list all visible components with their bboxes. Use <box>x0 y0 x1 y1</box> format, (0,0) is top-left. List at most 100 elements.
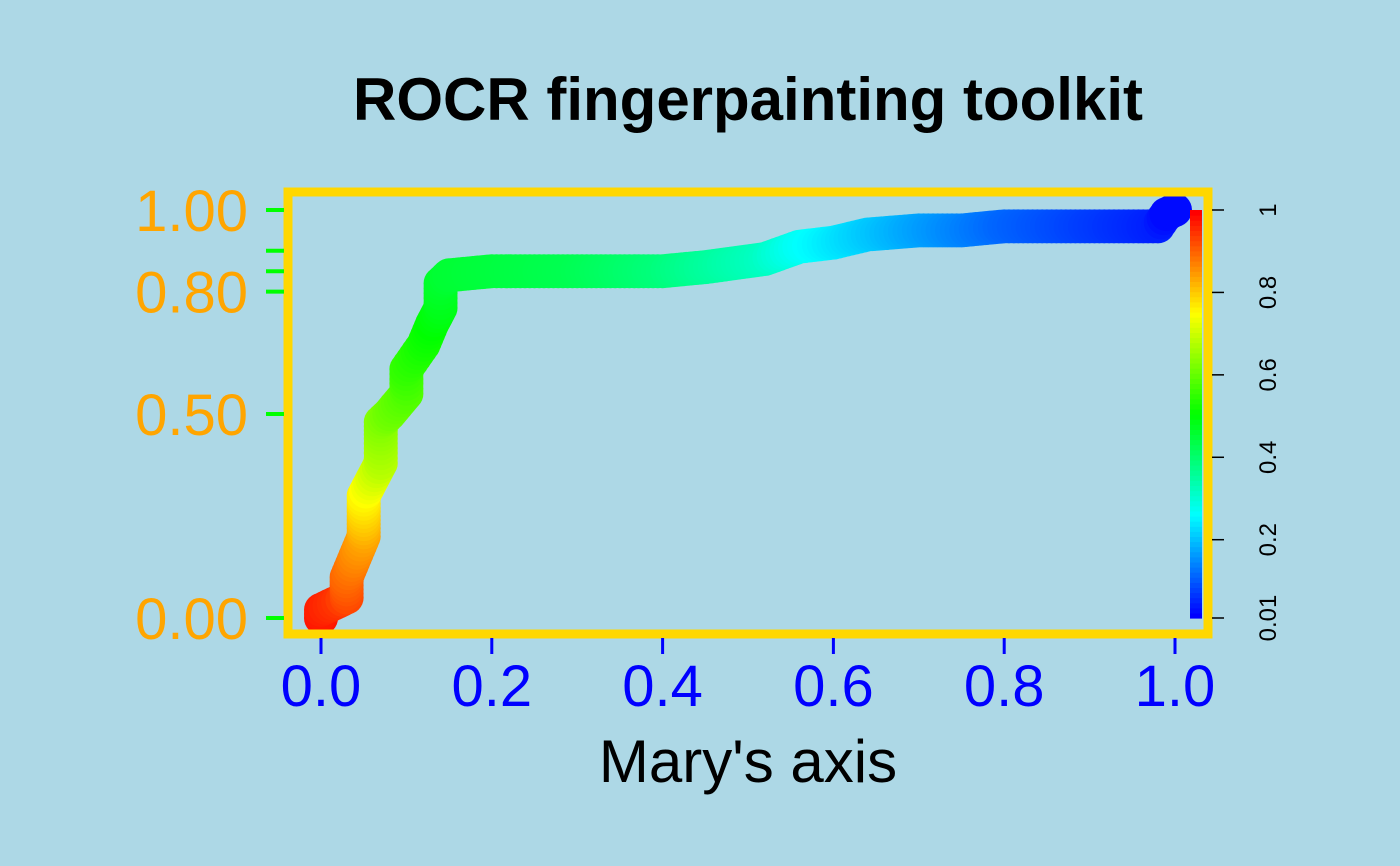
colorbar-segment-79 <box>1190 210 1202 216</box>
colorbar-segment-26 <box>1190 480 1202 486</box>
y-tick-label-2: 0.80 <box>135 261 248 326</box>
x-tick-label-0: 0.0 <box>281 654 362 719</box>
colorbar-segment-2 <box>1190 602 1202 609</box>
colorbar-tick-label-0: 0.01 <box>1255 595 1282 642</box>
colorbar-segment-51 <box>1190 352 1202 359</box>
colorbar-segment-40 <box>1190 408 1202 415</box>
colorbar-segment-23 <box>1190 495 1202 502</box>
colorbar-segment-17 <box>1190 526 1202 532</box>
colorbar-segment-77 <box>1190 220 1202 226</box>
colorbar-segment-1 <box>1190 607 1202 614</box>
x-tick-label-1: 0.2 <box>451 654 532 719</box>
x-axis: 0.0 0.2 0.4 0.6 0.8 1.0 <box>281 638 1216 719</box>
colorbar-segment-4 <box>1190 592 1202 599</box>
y-tick-label-3: 1.00 <box>135 179 248 244</box>
y-axis: 0.00 0.50 0.80 1.00 <box>135 179 284 652</box>
colorbar-segment-45 <box>1190 383 1202 390</box>
colorbar-segment-43 <box>1190 393 1202 400</box>
colorbar-segment-10 <box>1190 561 1202 568</box>
roc-curve <box>304 193 1192 635</box>
colorbar-segment-12 <box>1190 551 1202 558</box>
colorbar-segment-33 <box>1190 444 1202 451</box>
plot-frame <box>283 187 1213 639</box>
colorbar-segment-0 <box>1190 612 1202 619</box>
colorbar-segment-62 <box>1190 296 1202 303</box>
colorbar-segment-71 <box>1190 250 1202 257</box>
colorbar-segment-29 <box>1190 465 1202 471</box>
colorbar-segment-56 <box>1190 327 1202 333</box>
x-tick-label-3: 0.6 <box>793 654 874 719</box>
colorbar-segment-38 <box>1190 419 1202 425</box>
colorbar <box>1190 210 1202 619</box>
colorbar-segment-67 <box>1190 271 1202 277</box>
colorbar-segment-39 <box>1190 414 1202 420</box>
colorbar-segment-46 <box>1190 378 1202 384</box>
colorbar-segment-65 <box>1190 281 1202 288</box>
colorbar-segment-72 <box>1190 245 1202 252</box>
colorbar-segment-75 <box>1190 230 1202 237</box>
colorbar-segment-9 <box>1190 567 1202 573</box>
colorbar-segment-6 <box>1190 582 1202 588</box>
colorbar-segment-28 <box>1190 470 1202 476</box>
colorbar-segment-25 <box>1190 485 1202 492</box>
colorbar-tick-label-2: 0.4 <box>1255 441 1282 474</box>
chart-title: ROCR fingerpainting toolkit <box>353 66 1143 133</box>
colorbar-segment-13 <box>1190 546 1202 553</box>
colorbar-segment-11 <box>1190 556 1202 563</box>
colorbar-segment-7 <box>1190 577 1202 583</box>
colorbar-segment-68 <box>1190 266 1202 272</box>
colorbar-segment-16 <box>1190 531 1202 537</box>
colorbar-tick-label-4: 0.8 <box>1255 276 1282 309</box>
colorbar-segment-32 <box>1190 449 1202 456</box>
colorbar-segment-15 <box>1190 536 1202 543</box>
colorbar-segment-57 <box>1190 322 1202 328</box>
colorbar-segment-14 <box>1190 541 1202 548</box>
colorbar-segment-44 <box>1190 388 1202 395</box>
colorbar-segment-78 <box>1190 215 1202 221</box>
colorbar-segment-54 <box>1190 337 1202 344</box>
colorbar-segment-53 <box>1190 342 1202 349</box>
colorbar-segment-60 <box>1190 306 1202 313</box>
colorbar-segment-63 <box>1190 291 1202 298</box>
x-tick-label-4: 0.8 <box>964 654 1045 719</box>
colorbar-segment-18 <box>1190 521 1202 527</box>
x-tick-label-2: 0.4 <box>622 654 703 719</box>
colorbar-segment-31 <box>1190 454 1202 461</box>
colorbar-segment-8 <box>1190 572 1202 578</box>
colorbar-segment-36 <box>1190 429 1202 435</box>
colorbar-segment-20 <box>1190 510 1202 517</box>
colorbar-segment-21 <box>1190 505 1202 512</box>
colorbar-segment-19 <box>1190 516 1202 522</box>
y-tick-label-0: 0.00 <box>135 587 248 652</box>
colorbar-segment-61 <box>1190 301 1202 308</box>
colorbar-segment-47 <box>1190 373 1202 379</box>
colorbar-segment-58 <box>1190 317 1202 323</box>
colorbar-segment-3 <box>1190 597 1202 604</box>
colorbar-segment-52 <box>1190 347 1202 354</box>
colorbar-segment-69 <box>1190 261 1202 267</box>
colorbar-segment-70 <box>1190 255 1202 262</box>
colorbar-segment-22 <box>1190 500 1202 507</box>
colorbar-segment-5 <box>1190 587 1202 594</box>
colorbar-segment-24 <box>1190 490 1202 497</box>
y-tick-label-1: 0.50 <box>135 383 248 448</box>
colorbar-tick-label-3: 0.6 <box>1255 358 1282 391</box>
colorbar-segment-35 <box>1190 434 1202 441</box>
colorbar-segment-27 <box>1190 475 1202 481</box>
colorbar-axis: 0.01 0.2 0.4 0.6 0.8 1 <box>1212 203 1282 641</box>
curve-point-243 <box>1158 193 1192 227</box>
colorbar-segment-34 <box>1190 439 1202 446</box>
colorbar-segment-42 <box>1190 398 1202 405</box>
colorbar-segment-41 <box>1190 403 1202 410</box>
x-axis-label: Mary's axis <box>599 728 897 795</box>
colorbar-segment-30 <box>1190 459 1202 466</box>
colorbar-segment-49 <box>1190 363 1202 369</box>
colorbar-segment-76 <box>1190 225 1202 231</box>
colorbar-segment-48 <box>1190 368 1202 374</box>
colorbar-segment-74 <box>1190 235 1202 242</box>
colorbar-segment-64 <box>1190 286 1202 293</box>
colorbar-tick-label-5: 1 <box>1255 203 1282 216</box>
x-tick-label-5: 1.0 <box>1135 654 1216 719</box>
